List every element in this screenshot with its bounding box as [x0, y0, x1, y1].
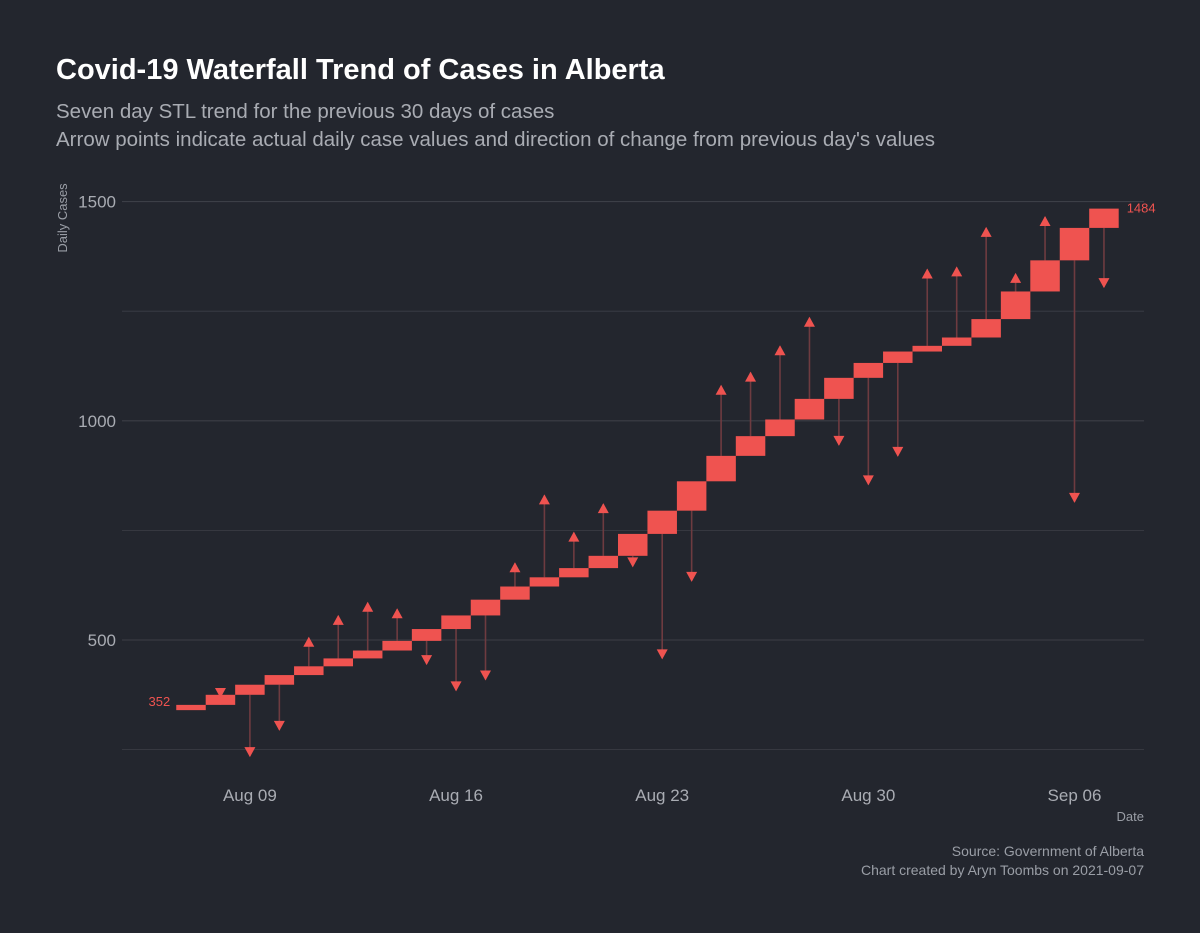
gridlines — [122, 201, 1144, 750]
trend-bar — [941, 337, 972, 346]
arrow-head-down — [862, 475, 874, 486]
arrow-head-down — [656, 649, 668, 660]
x-tick-label: Aug 30 — [841, 786, 895, 805]
arrow-head-up — [303, 636, 315, 647]
y-axis-ticks: 500 1000 1500 — [78, 193, 116, 650]
trend-bar — [294, 666, 324, 676]
chart-title: Covid-19 Waterfall Trend of Cases in Alb… — [56, 54, 665, 86]
trend-bar — [1000, 291, 1031, 320]
trend-bar — [323, 658, 353, 667]
arrow-head-up — [715, 384, 727, 395]
arrow-head-up — [332, 614, 344, 625]
arrow-head-up — [1039, 215, 1051, 226]
arrow-head-up — [774, 345, 786, 356]
trend-bar — [382, 640, 412, 651]
trend-bar — [706, 455, 736, 482]
arrow-head-down — [1069, 492, 1080, 503]
arrow-head-down — [214, 687, 226, 698]
x-tick-label: Aug 23 — [635, 786, 689, 805]
trend-bar — [1030, 260, 1060, 292]
y-axis-title: Daily Cases — [55, 183, 70, 253]
trend-bar — [1089, 208, 1119, 228]
arrow-head-up — [538, 494, 550, 505]
y-tick-label: 1500 — [78, 193, 116, 212]
arrow-head-up — [391, 608, 403, 619]
trend-bar — [676, 481, 707, 511]
trend-bar — [647, 510, 677, 534]
trend-bar — [618, 533, 648, 556]
arrow-head-down — [450, 681, 462, 692]
trend-bar — [559, 568, 589, 578]
source-caption: Source: Government of Alberta — [952, 843, 1144, 859]
arrow-head-down — [1098, 278, 1110, 289]
end-value-label: 1484 — [1127, 201, 1156, 216]
trend-bar — [765, 419, 795, 437]
arrow-stems — [219, 216, 1105, 757]
arrow-head-up — [951, 266, 963, 277]
arrow-head-down — [273, 720, 285, 731]
trend-bar — [971, 319, 1001, 338]
arrow-head-down — [480, 670, 491, 681]
arrow-head-up — [362, 601, 374, 612]
arrow-head-up — [568, 531, 580, 542]
arrow-head-up — [921, 268, 933, 279]
x-axis-ticks: Aug 09 Aug 16 Aug 23 Aug 30 Sep 06 — [223, 786, 1101, 805]
trend-bar — [352, 650, 383, 659]
trend-bar — [500, 586, 530, 600]
trend-bar — [883, 351, 913, 363]
arrow-head-up — [509, 562, 521, 573]
arrow-head-up — [1010, 272, 1022, 283]
x-tick-label: Sep 06 — [1048, 786, 1102, 805]
trend-bar — [529, 577, 560, 587]
x-tick-label: Aug 16 — [429, 786, 483, 805]
arrow-head-down — [892, 446, 904, 457]
arrow-head-down — [244, 747, 256, 758]
arrow-head-down — [686, 571, 698, 582]
arrow-head-down — [627, 557, 639, 568]
chart-subtitle-line-1: Seven day STL trend for the previous 30 … — [56, 100, 554, 123]
arrow-heads — [214, 215, 1110, 758]
arrow-head-up — [745, 371, 757, 382]
arrow-head-up — [980, 226, 992, 237]
trend-bar — [588, 555, 619, 569]
trend-bar — [794, 398, 825, 420]
trend-bar — [411, 629, 442, 641]
trend-bar — [205, 694, 236, 705]
arrow-head-up — [803, 316, 815, 327]
trend-bar — [853, 362, 884, 378]
chart-subtitle-line-2: Arrow points indicate actual daily case … — [56, 128, 935, 151]
trend-bars — [176, 208, 1119, 711]
x-axis-title: Date — [1117, 809, 1144, 824]
arrow-head-down — [833, 435, 845, 446]
trend-bar — [176, 704, 206, 711]
arrow-head-up — [597, 503, 609, 514]
start-value-label: 352 — [149, 694, 171, 709]
trend-bar — [1059, 227, 1090, 261]
trend-bar — [235, 684, 265, 695]
trend-bar — [470, 599, 501, 616]
x-tick-label: Aug 09 — [223, 786, 277, 805]
trend-bar — [735, 436, 766, 456]
y-tick-label: 1000 — [78, 412, 116, 431]
trend-bar — [824, 377, 854, 399]
trend-bar — [441, 615, 471, 630]
credit-caption: Chart created by Aryn Toombs on 2021-09-… — [861, 862, 1144, 878]
y-tick-label: 500 — [88, 631, 116, 650]
arrow-head-down — [421, 655, 433, 666]
trend-bar — [264, 675, 295, 685]
trend-bar — [912, 345, 942, 352]
